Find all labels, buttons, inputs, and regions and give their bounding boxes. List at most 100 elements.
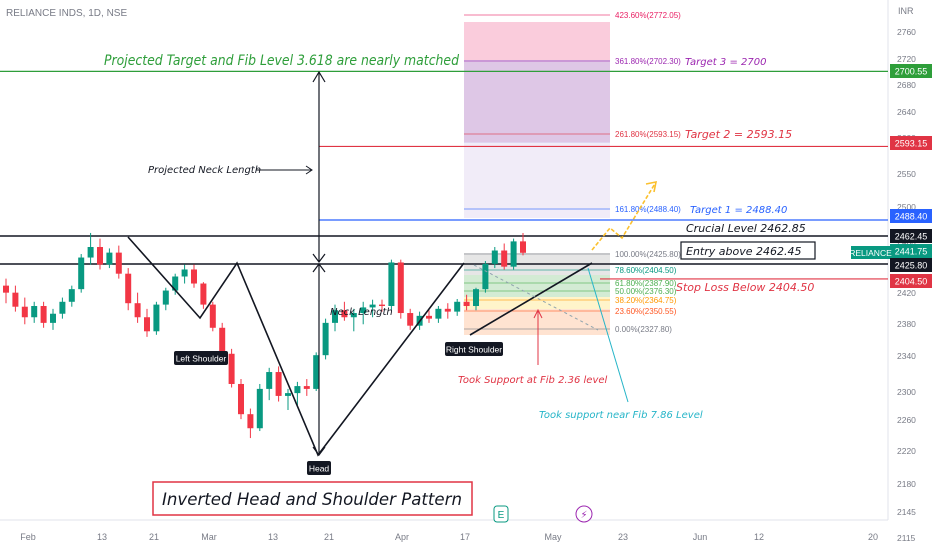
price-badge-label: 2488.40 bbox=[895, 212, 928, 222]
fib-label: 38.20%(2364.75) bbox=[615, 296, 677, 305]
candle-body bbox=[482, 263, 489, 290]
candle-body bbox=[332, 310, 338, 323]
candle-body bbox=[407, 313, 414, 326]
candle-body bbox=[209, 304, 216, 328]
dashed-trend-line bbox=[473, 264, 599, 331]
candle-body bbox=[360, 307, 367, 314]
candle-body bbox=[285, 393, 291, 396]
candle-body bbox=[275, 372, 282, 396]
symbol-title: RELIANCE INDS, 1D, NSE bbox=[6, 8, 127, 19]
neck-length-label: Neck Length bbox=[330, 307, 393, 318]
fib-levels: 423.60%(2772.05) 361.80%(2702.30) 261.80%(… bbox=[464, 11, 681, 334]
fib-label: 161.80%(2488.40) bbox=[615, 205, 681, 214]
target3-label: Target 3 = 2700 bbox=[685, 57, 766, 68]
candle-body bbox=[256, 388, 263, 429]
projected-neck-pointer-head bbox=[305, 165, 313, 175]
dividend-icon-circle[interactable] bbox=[575, 505, 593, 523]
right-shoulder-label: Right Shoulder bbox=[446, 345, 502, 355]
fib-zone-green bbox=[464, 275, 610, 297]
x-tick-label: 13 bbox=[268, 532, 278, 542]
price-badges: 2700.55 2593.15 2488.40 2462.45 2441.75 2425.… bbox=[890, 64, 932, 288]
candle-body bbox=[435, 308, 442, 319]
candle-body bbox=[219, 327, 226, 354]
horizontal-levels bbox=[0, 70, 888, 280]
candle-body bbox=[134, 303, 141, 318]
fib-label: 0.00%(2327.80) bbox=[615, 325, 672, 334]
x-tick-label: Apr bbox=[395, 532, 409, 542]
fib-label: 261.80%(2593.15) bbox=[615, 130, 681, 139]
y-tick-label: 2680 bbox=[897, 80, 916, 90]
candle-body bbox=[501, 250, 508, 267]
y-tick-label: 2260 bbox=[897, 415, 916, 425]
pattern-title: Inverted Head and Shoulder Pattern bbox=[162, 490, 462, 510]
candle-body bbox=[162, 290, 169, 305]
forecast-path bbox=[591, 181, 657, 251]
candle-body bbox=[473, 289, 479, 307]
y-tick-label: 2640 bbox=[897, 107, 916, 117]
candle-body bbox=[3, 285, 9, 293]
candle-body bbox=[247, 414, 254, 429]
support-red-label: Took Support at Fib 2.36 level bbox=[458, 375, 608, 386]
candle-body bbox=[78, 257, 85, 290]
head-box bbox=[307, 461, 331, 475]
candle-body bbox=[31, 306, 38, 318]
stop-loss-label: Stop Loss Below 2404.50 bbox=[676, 281, 814, 294]
candle-body bbox=[388, 262, 395, 307]
earnings-icon-box[interactable] bbox=[493, 505, 509, 523]
right-shoulder-box bbox=[445, 342, 503, 356]
candle-body bbox=[172, 276, 179, 291]
currency-label: INR bbox=[898, 6, 914, 16]
x-tick-label: Jun bbox=[693, 532, 708, 542]
candle-body bbox=[313, 355, 320, 389]
candle-body bbox=[153, 304, 160, 332]
candle-body bbox=[463, 301, 470, 307]
candle-body bbox=[444, 308, 451, 312]
x-tick-label: 21 bbox=[149, 532, 159, 542]
fib-zone-purple bbox=[464, 60, 610, 143]
x-axis: Feb 13 21 Mar 13 21 Apr 17 May 23 Jun 12 20 bbox=[20, 532, 878, 542]
projected-neck-arrow-head-bottom bbox=[312, 253, 326, 263]
price-badge-label: 2593.15 bbox=[895, 139, 928, 149]
projected-neck-label: Projected Neck Length bbox=[148, 165, 261, 176]
entry-label: Entry above 2462.45 bbox=[686, 245, 801, 258]
candle-body bbox=[59, 301, 66, 314]
price-badge bbox=[890, 274, 932, 288]
y-tick-label: 2180 bbox=[897, 479, 916, 489]
y-tick-label: 2300 bbox=[897, 387, 916, 397]
ticker-badge: RELIANCE bbox=[849, 248, 892, 258]
price-badge bbox=[890, 229, 932, 243]
x-tick-label: 12 bbox=[754, 532, 764, 542]
fib-zone-yellow bbox=[464, 297, 610, 309]
y-tick-label: 2760 bbox=[897, 27, 916, 37]
support-cyan-label: Took support near Fib 7.86 Level bbox=[539, 410, 703, 421]
projected-neck-arrow-head-top bbox=[312, 70, 326, 83]
lightning-icon: ⚡ bbox=[580, 510, 587, 521]
fib-zone-light bbox=[464, 143, 610, 218]
x-tick-label: 20 bbox=[868, 532, 878, 542]
price-badge bbox=[890, 258, 932, 272]
candle-body bbox=[379, 304, 385, 307]
fib-label: 50.00%(2376.30) bbox=[615, 287, 677, 296]
candle-body bbox=[97, 247, 103, 265]
candle-body bbox=[341, 310, 348, 318]
x-tick-label: Feb bbox=[20, 532, 36, 542]
y-tick-label: 2380 bbox=[897, 319, 916, 329]
candle-body bbox=[454, 301, 461, 312]
candle-body bbox=[12, 292, 19, 307]
right-shoulder-line bbox=[469, 262, 593, 336]
candle-body bbox=[426, 315, 432, 319]
fib-label: 423.60%(2772.05) bbox=[615, 11, 681, 20]
support-pointer-cyan bbox=[587, 267, 629, 403]
pattern-zigzag bbox=[127, 236, 465, 457]
candle-body bbox=[106, 252, 113, 265]
head-label: Head bbox=[309, 464, 330, 474]
candle-body bbox=[520, 241, 526, 253]
earnings-icon: E bbox=[498, 510, 505, 521]
x-tick-label: May bbox=[544, 532, 562, 542]
fib-label: 78.60%(2404.50) bbox=[615, 266, 677, 275]
x-tick-label: 13 bbox=[97, 532, 107, 542]
candle-body bbox=[200, 283, 207, 305]
support-pointer-red-head bbox=[533, 308, 543, 319]
x-tick-label: 21 bbox=[324, 532, 334, 542]
